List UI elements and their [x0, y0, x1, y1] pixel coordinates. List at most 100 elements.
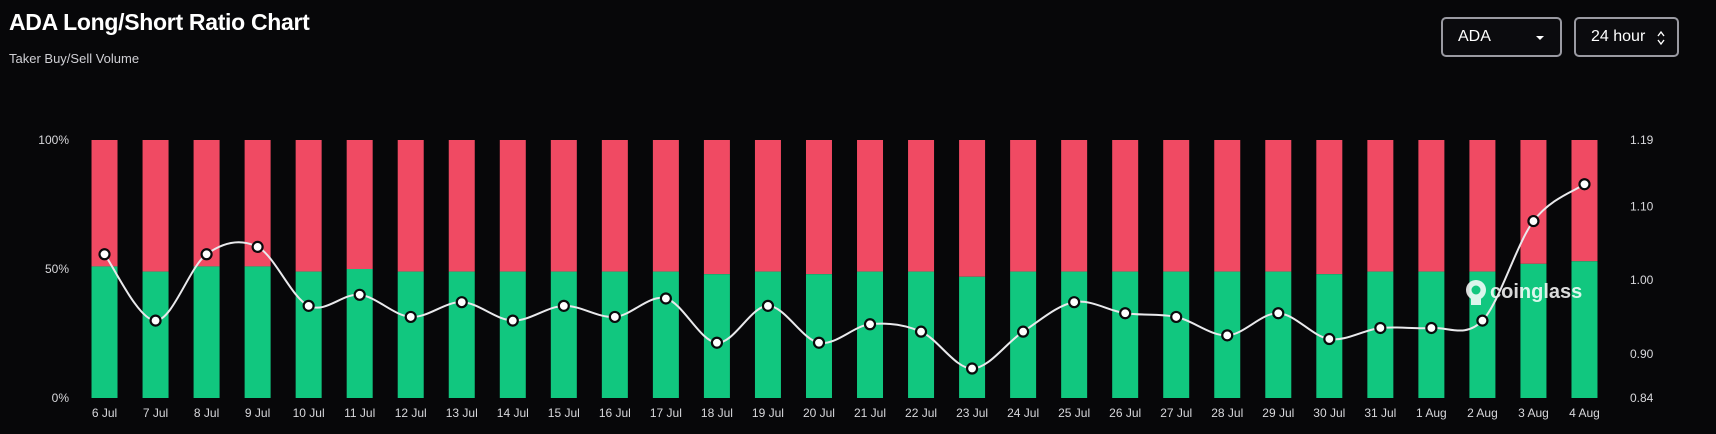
ratio-point — [914, 325, 928, 338]
short-bar — [652, 140, 679, 272]
x-tick-label: 16 Jul — [599, 406, 631, 420]
long-bar — [244, 266, 271, 398]
right-tick-label: 1.10 — [1630, 199, 1654, 213]
short-bar — [295, 140, 322, 272]
x-tick-label: 18 Jul — [701, 406, 733, 420]
x-tick-label: 24 Jul — [1007, 406, 1039, 420]
left-tick-label: 100% — [38, 133, 69, 147]
x-tick-label: 6 Jul — [92, 406, 117, 420]
left-tick-label: 50% — [45, 262, 69, 276]
x-tick-label: 19 Jul — [752, 406, 784, 420]
short-bar — [1265, 140, 1292, 272]
short-bar — [1112, 140, 1139, 272]
x-tick-label: 4 Aug — [1569, 406, 1600, 420]
long-bar — [91, 266, 118, 398]
x-tick-label: 11 Jul — [344, 406, 375, 420]
long-bar — [295, 271, 322, 398]
x-tick-label: 1 Aug — [1416, 406, 1447, 420]
long-bar — [1265, 271, 1292, 398]
coin-select[interactable]: ADA — [1441, 17, 1562, 57]
x-tick-label: 2 Aug — [1467, 406, 1498, 420]
ratio-point — [506, 314, 519, 327]
ratio-point — [1017, 325, 1030, 338]
short-bar — [448, 140, 475, 272]
long-bar — [601, 271, 628, 398]
long-bar — [703, 274, 730, 398]
short-bar — [754, 140, 781, 272]
short-bar — [1010, 140, 1037, 272]
coinglass-logo-icon — [1466, 280, 1486, 305]
ratio-point — [1119, 307, 1132, 320]
coin-select-value: ADA — [1458, 28, 1491, 45]
updown-chevron-icon — [1657, 30, 1665, 46]
chart-title: ADA Long/Short Ratio Chart — [9, 9, 310, 35]
long-bar — [754, 271, 781, 398]
long-bar — [142, 271, 169, 398]
ratio-point — [863, 318, 877, 331]
x-tick-label: 12 Jul — [395, 406, 427, 420]
interval-select-value: 24 hour — [1591, 28, 1646, 45]
short-bar — [1214, 140, 1241, 272]
right-tick-label: 1.00 — [1630, 273, 1654, 287]
short-bar — [1520, 140, 1547, 264]
short-bar — [1571, 140, 1598, 262]
x-tick-label: 8 Jul — [194, 406, 219, 420]
ratio-point — [1221, 329, 1234, 342]
short-bar — [142, 140, 169, 272]
ratio-point — [965, 362, 979, 375]
ratio-point — [1068, 296, 1081, 309]
long-bar — [857, 271, 884, 398]
short-bar — [346, 140, 373, 269]
short-bar — [959, 140, 986, 277]
ratio-point — [812, 336, 826, 349]
bars — [91, 140, 1598, 398]
long-bar — [550, 271, 577, 398]
ratio-point — [1170, 310, 1183, 324]
short-bar — [91, 140, 118, 267]
short-bar — [703, 140, 730, 275]
long-bar — [959, 276, 986, 398]
chevron-down-icon — [1536, 36, 1544, 40]
right-tick-label: 1.19 — [1630, 133, 1654, 147]
short-bar — [193, 140, 220, 267]
short-bar — [857, 140, 884, 272]
x-tick-label: 17 Jul — [650, 406, 682, 420]
left-axis: 100% 50% 0% — [38, 133, 69, 405]
ratio-point — [455, 296, 468, 309]
x-tick-label: 25 Jul — [1058, 406, 1090, 420]
chart-subtitle: Taker Buy/Sell Volume — [9, 51, 140, 66]
ratio-point — [1425, 321, 1438, 335]
x-tick-label: 3 Aug — [1518, 406, 1549, 420]
ratio-point — [659, 292, 672, 305]
x-tick-label: 30 Jul — [1313, 406, 1345, 420]
ratio-points — [98, 178, 1591, 375]
short-bar — [550, 140, 577, 272]
long-bar — [1571, 261, 1598, 398]
x-tick-label: 28 Jul — [1211, 406, 1243, 420]
coinglass-watermark: coinglass — [1466, 280, 1582, 305]
long-bar — [448, 271, 475, 398]
ratio-point — [149, 314, 162, 327]
right-tick-label: 0.84 — [1630, 391, 1654, 405]
x-tick-label: 15 Jul — [548, 406, 580, 420]
short-bar — [805, 140, 832, 275]
ratio-point — [98, 248, 111, 261]
short-bar — [499, 140, 526, 272]
ratio-point — [302, 299, 315, 312]
short-bar — [1469, 140, 1496, 272]
x-tick-label: 21 Jul — [854, 406, 886, 420]
long-bar — [1112, 271, 1139, 398]
long-bar — [652, 271, 679, 398]
right-axis: 1.19 1.10 1.00 0.90 0.84 — [1630, 133, 1654, 405]
short-bar — [908, 140, 935, 272]
short-bar — [1163, 140, 1190, 272]
short-bar — [397, 140, 424, 272]
long-bar — [1061, 271, 1088, 398]
long-bar — [397, 271, 424, 398]
x-tick-label: 13 Jul — [446, 406, 478, 420]
x-tick-label: 27 Jul — [1160, 406, 1192, 420]
x-tick-label: 23 Jul — [956, 406, 988, 420]
long-bar — [193, 266, 220, 398]
watermark-text: coinglass — [1490, 281, 1582, 303]
interval-select[interactable]: 24 hour — [1574, 17, 1679, 57]
